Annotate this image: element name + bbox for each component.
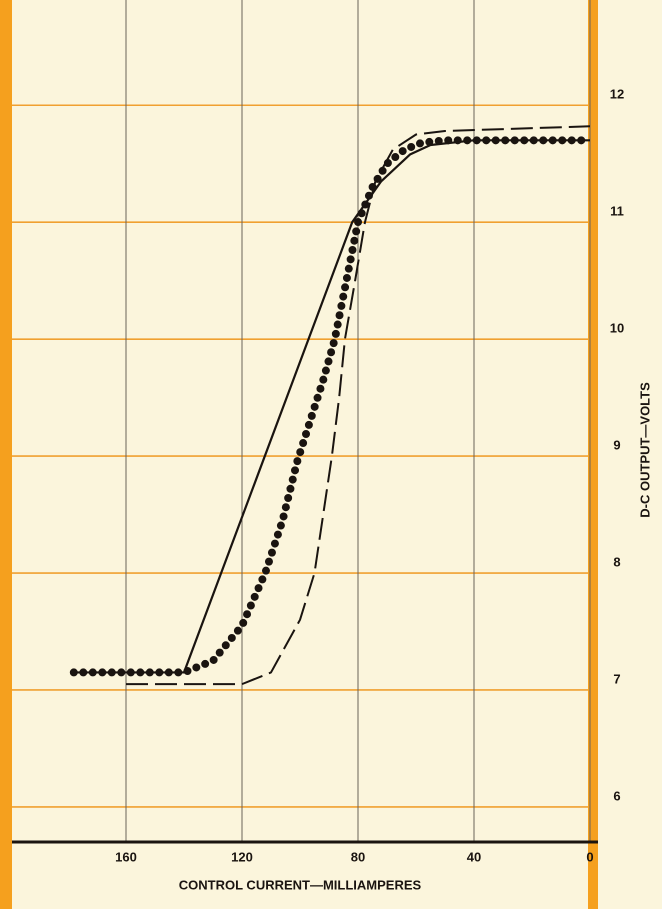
right-border — [588, 0, 598, 909]
left-border — [0, 0, 12, 909]
x-tick-label: 40 — [467, 849, 481, 864]
y-tick-label: 7 — [613, 671, 620, 686]
x-tick-label: 80 — [351, 849, 365, 864]
y-tick-label: 10 — [610, 321, 624, 336]
y-axis-label: D-C OUTPUT—VOLTS — [637, 382, 652, 518]
line-series — [126, 125, 591, 686]
line-series — [69, 136, 594, 677]
x-axis-label: CONTROL CURRENT—MILLIAMPERES — [179, 877, 422, 892]
y-tick-label: 8 — [613, 554, 620, 569]
x-tick-label: 0 — [586, 849, 593, 864]
y-tick-label: 9 — [613, 438, 620, 453]
x-tick-label: 160 — [115, 849, 137, 864]
x-tick-label: 120 — [231, 849, 253, 864]
y-tick-label: 6 — [613, 788, 620, 803]
y-tick-label: 11 — [610, 204, 624, 219]
y-tick-label: 12 — [610, 87, 624, 102]
